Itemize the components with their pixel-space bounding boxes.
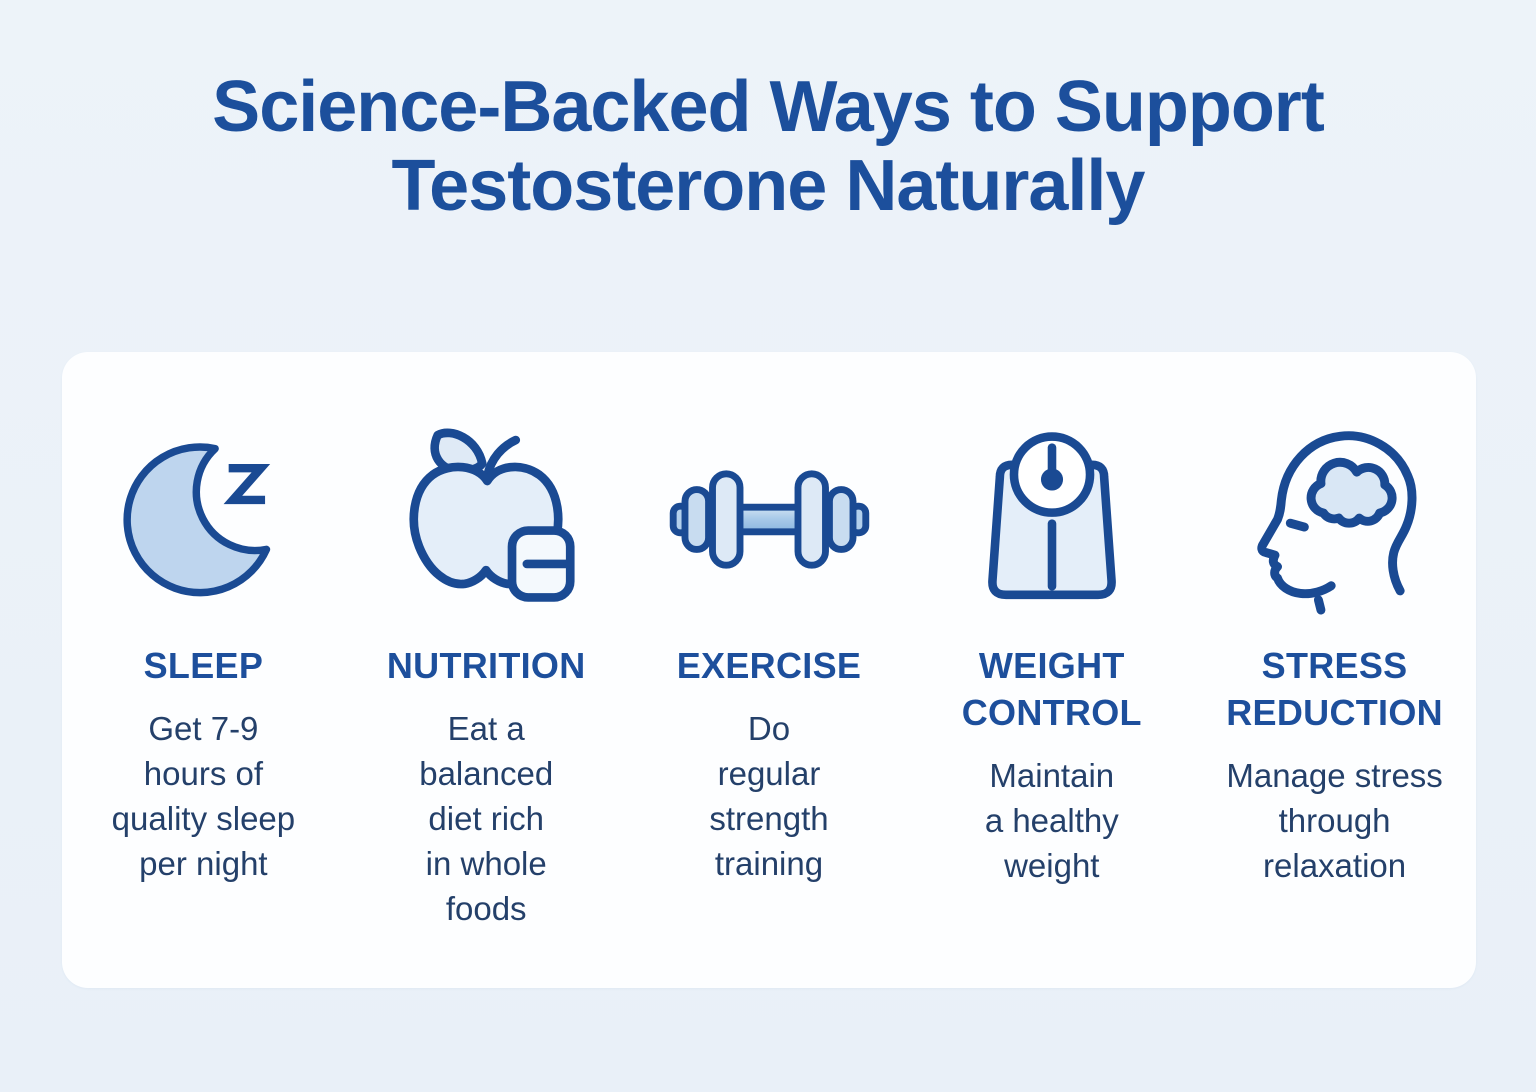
apple-nutrition-icon <box>393 422 579 617</box>
column-description: Do regular strength training <box>709 709 829 882</box>
column-description: Manage stress through relaxation <box>1226 756 1443 884</box>
content-card: SLEEP Get 7-9 hours of quality sleep per… <box>62 352 1476 988</box>
column-description: Get 7-9 hours of quality sleep per night <box>111 709 296 882</box>
weight-scale-icon <box>963 422 1141 617</box>
column-nutrition: NUTRITION Eat a balanced diet rich in wh… <box>345 352 628 988</box>
column-sleep: SLEEP Get 7-9 hours of quality sleep per… <box>62 352 345 988</box>
column-description: Maintain a healthy weight <box>984 756 1119 884</box>
dumbbell-exercise-icon <box>668 422 870 617</box>
column-heading: WEIGHT CONTROL <box>961 645 1142 733</box>
column-heading: STRESS REDUCTION <box>1226 645 1443 733</box>
column-exercise: EXERCISE Do regular strength training <box>628 352 911 988</box>
page-title: Science-Backed Ways to Support Testoster… <box>212 67 1325 227</box>
column-description: Eat a balanced diet rich in whole foods <box>419 709 554 927</box>
head-relaxation-icon <box>1239 422 1431 617</box>
column-heading: NUTRITION <box>386 645 586 686</box>
column-weight-control: WEIGHT CONTROL Maintain a healthy weight <box>910 352 1193 988</box>
column-heading: EXERCISE <box>676 645 862 686</box>
column-stress-reduction: STRESS REDUCTION Manage stress through r… <box>1193 352 1476 988</box>
moon-sleep-icon <box>119 422 287 617</box>
column-heading: SLEEP <box>143 645 264 686</box>
